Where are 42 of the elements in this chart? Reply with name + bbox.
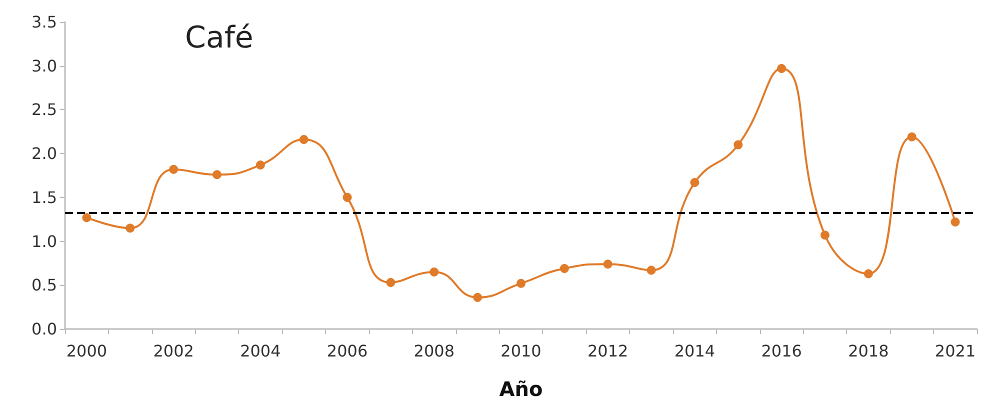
y-tick-label: 2.0: [32, 144, 57, 164]
point: [256, 160, 265, 170]
x-axis-title: Año: [499, 377, 543, 401]
point: [864, 269, 873, 278]
x-tick-label: 2010: [500, 342, 542, 360]
y-tick-label: 0.5: [32, 276, 57, 295]
x-tick-label: 2018: [848, 342, 889, 360]
point: [126, 224, 135, 233]
point: [212, 170, 222, 180]
x-tick-label: 2006: [326, 342, 368, 360]
y-tick-label: 1.5: [32, 188, 57, 207]
point: [473, 292, 482, 302]
x-tick-label: 2012: [588, 342, 628, 360]
point: [690, 178, 700, 188]
chart-title: Café: [185, 20, 254, 56]
point: [386, 278, 396, 288]
y-tick-label: 0.0: [32, 320, 57, 338]
point: [950, 217, 960, 226]
y-tick-label: 3.5: [32, 12, 57, 32]
point: [169, 164, 178, 174]
point: [820, 230, 830, 240]
point: [777, 64, 786, 73]
x-tick-label: 2004: [240, 342, 281, 360]
x-tick-label: 2002: [153, 342, 194, 360]
point: [342, 192, 352, 202]
x-tick-label: 2016: [761, 342, 802, 360]
y-tick-label: 3.0: [32, 56, 57, 76]
y-tick-label: 2.5: [32, 100, 57, 120]
point: [646, 266, 656, 275]
x-tick-label: 2014: [674, 342, 716, 360]
point: [907, 132, 916, 142]
point: [430, 267, 439, 276]
y-tick-label: 1.0: [32, 232, 57, 251]
point: [560, 264, 569, 273]
point: [734, 140, 743, 150]
x-tick-label: 2000: [66, 342, 108, 360]
x-tick-label: 2008: [414, 342, 454, 360]
x-tick-label: 2021: [934, 342, 976, 360]
point: [82, 213, 92, 222]
point: [603, 260, 612, 269]
point: [516, 278, 526, 288]
point: [299, 135, 308, 144]
